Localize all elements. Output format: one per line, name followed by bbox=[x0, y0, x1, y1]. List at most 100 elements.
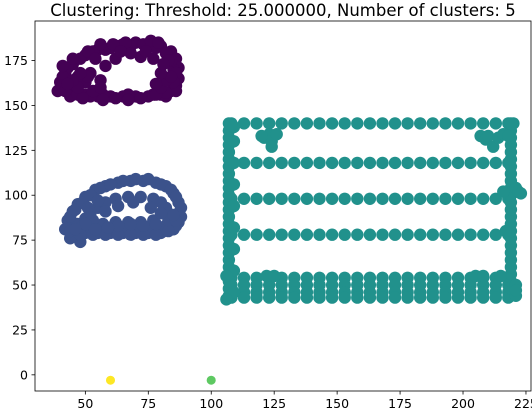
cluster-2-point bbox=[124, 217, 137, 231]
cluster-3-point bbox=[300, 117, 314, 130]
cluster-3-point bbox=[275, 156, 288, 170]
cluster-3-point bbox=[414, 228, 427, 241]
cluster-3-point bbox=[300, 192, 314, 205]
cluster-2-point bbox=[154, 178, 168, 191]
cluster-3-point bbox=[263, 117, 276, 130]
cluster-3-point bbox=[388, 192, 402, 205]
x-tick-label: 100 bbox=[199, 396, 223, 411]
cluster-2-point bbox=[127, 196, 140, 209]
cluster-3-point bbox=[439, 117, 452, 130]
cluster-3-point bbox=[376, 291, 389, 304]
cluster-1-point bbox=[122, 93, 135, 107]
cluster-3-point bbox=[464, 117, 477, 130]
cluster-2-point bbox=[124, 228, 137, 241]
cluster-3-point bbox=[313, 192, 326, 205]
cluster-3-point bbox=[363, 228, 377, 241]
cluster-1-point bbox=[152, 36, 165, 49]
cluster-3-point bbox=[275, 117, 288, 130]
cluster-3-point bbox=[376, 117, 389, 130]
cluster-1-points bbox=[51, 34, 185, 107]
x-tick-label: 50 bbox=[77, 396, 93, 411]
cluster-3-point bbox=[477, 228, 490, 241]
cluster-2-point bbox=[129, 172, 142, 186]
cluster-3-point bbox=[451, 192, 465, 205]
cluster-3-point bbox=[426, 117, 439, 130]
cluster-3-point bbox=[388, 117, 402, 130]
cluster-1-point bbox=[139, 45, 152, 58]
cluster-3-point bbox=[388, 291, 402, 304]
cluster-1-point bbox=[164, 70, 178, 83]
cluster-2-point bbox=[91, 194, 105, 207]
cluster-1-point bbox=[157, 57, 170, 71]
cluster-3-point bbox=[363, 291, 377, 304]
cluster-3-point bbox=[237, 291, 251, 304]
cluster-3-point bbox=[376, 156, 389, 170]
cluster-3-point bbox=[351, 192, 364, 205]
cluster-2-point bbox=[154, 207, 168, 220]
y-tick-label: 25 bbox=[12, 322, 28, 337]
cluster-3-point bbox=[414, 156, 427, 170]
cluster-3-point bbox=[227, 242, 241, 256]
cluster-3-point bbox=[265, 140, 278, 153]
cluster-3-point bbox=[464, 291, 477, 304]
cluster-3-point bbox=[426, 156, 439, 170]
cluster-2-point bbox=[169, 190, 183, 204]
cluster-3-point bbox=[482, 129, 495, 143]
cluster-3-point bbox=[439, 228, 452, 241]
cluster-3-point bbox=[414, 192, 427, 205]
cluster-3-point bbox=[325, 291, 339, 304]
cluster-3-point bbox=[451, 156, 465, 170]
cluster-3-point bbox=[275, 228, 288, 241]
cluster-3-point bbox=[220, 293, 233, 306]
cluster-3-point bbox=[255, 129, 268, 143]
cluster-3-point bbox=[401, 117, 414, 130]
cluster-5-points bbox=[106, 375, 115, 385]
cluster-3-point bbox=[439, 291, 452, 304]
cluster-3-point bbox=[270, 128, 283, 141]
cluster-2-point bbox=[69, 223, 82, 236]
cluster-3-point bbox=[514, 187, 528, 200]
cluster-2-point bbox=[137, 219, 150, 232]
cluster-3-point bbox=[451, 228, 465, 241]
cluster-3-point bbox=[227, 120, 241, 134]
cluster-3-point bbox=[477, 192, 490, 205]
cluster-2-point bbox=[94, 181, 107, 195]
cluster-3-point bbox=[338, 117, 351, 130]
cluster-2-point bbox=[162, 224, 175, 238]
cluster-2-point bbox=[149, 228, 163, 241]
cluster-3-point bbox=[237, 117, 251, 130]
cluster-2-point bbox=[116, 174, 130, 188]
cluster-3-point bbox=[288, 291, 301, 304]
cluster-3-point bbox=[227, 178, 241, 191]
cluster-1-point bbox=[99, 59, 112, 73]
cluster-3-point bbox=[263, 228, 276, 241]
cluster-3-point bbox=[363, 117, 377, 130]
cluster-2-point bbox=[149, 217, 163, 231]
cluster-1-point bbox=[114, 45, 127, 58]
cluster-3-point bbox=[275, 192, 288, 205]
cluster-3-point bbox=[426, 291, 439, 304]
cluster-3-point bbox=[464, 156, 477, 170]
cluster-2-point bbox=[79, 217, 92, 231]
cluster-3-point bbox=[288, 156, 301, 170]
cluster-2-point bbox=[89, 223, 102, 236]
cluster-3-point bbox=[487, 140, 500, 153]
x-tick-label: 150 bbox=[325, 396, 349, 411]
cluster-3-point bbox=[451, 291, 465, 304]
cluster-3-point bbox=[275, 291, 288, 304]
y-tick-label: 75 bbox=[12, 233, 28, 248]
y-tick-label: 0 bbox=[20, 367, 28, 382]
cluster-3-point bbox=[401, 291, 414, 304]
cluster-3-point bbox=[325, 117, 339, 130]
scatter-points bbox=[51, 34, 528, 385]
cluster-3-point bbox=[499, 224, 512, 238]
cluster-3-point bbox=[263, 192, 276, 205]
y-tick-label: 100 bbox=[4, 188, 28, 203]
y-tick-label: 125 bbox=[4, 143, 28, 158]
cluster-3-point bbox=[464, 228, 477, 241]
cluster-3-point bbox=[494, 269, 507, 283]
cluster-2-point bbox=[137, 228, 150, 241]
cluster-3-point bbox=[351, 156, 364, 170]
cluster-2-points bbox=[58, 172, 188, 249]
cluster-3-point bbox=[477, 269, 490, 283]
